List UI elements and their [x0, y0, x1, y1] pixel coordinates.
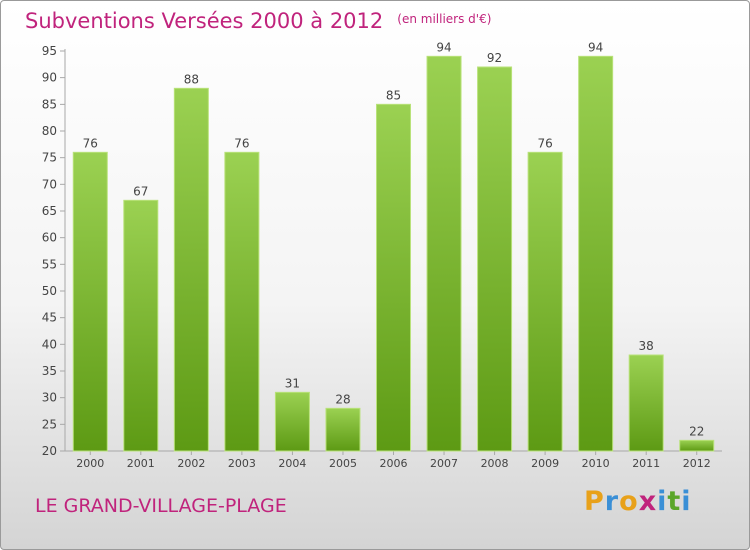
data-label: 28: [335, 392, 350, 406]
place-name: LE GRAND-VILLAGE-PLAGE: [35, 495, 287, 517]
bar: [72, 151, 108, 452]
title-row: Subventions Versées 2000 à 2012 (en milli…: [25, 9, 491, 33]
y-tick-label: 20: [42, 444, 57, 458]
data-label: 85: [386, 88, 401, 102]
data-label: 94: [588, 40, 603, 54]
y-tick-label: 90: [42, 71, 57, 85]
y-tick-label: 55: [42, 257, 57, 271]
data-labels: 76 67 88 76 31 28 85 94 92 76 94 38 22: [83, 40, 705, 438]
y-tick-label: 35: [42, 364, 57, 378]
bar: [325, 407, 361, 452]
bar: [477, 66, 513, 452]
bar: [123, 199, 159, 452]
x-tick-label: 2002: [177, 457, 205, 470]
y-tick-label: 75: [42, 151, 57, 165]
logo-letter: o: [619, 486, 639, 517]
y-tick-label: 65: [42, 204, 57, 218]
chart-unit: (en milliers d'€): [397, 12, 492, 26]
y-tick-label: 95: [42, 44, 57, 58]
bar: [578, 55, 614, 452]
data-label: 76: [234, 136, 249, 150]
bar: [426, 55, 462, 452]
data-label: 76: [537, 136, 552, 150]
y-tick-label: 45: [42, 311, 57, 325]
y-tick-label: 80: [42, 124, 57, 138]
x-tick-label: 2004: [278, 457, 306, 470]
logo-letter: i: [681, 486, 692, 517]
bar: [628, 354, 664, 452]
x-tick-label: 2005: [329, 457, 357, 470]
data-label: 92: [487, 51, 502, 65]
chart-title: Subventions Versées 2000 à 2012: [25, 9, 384, 33]
x-tick-label: 2000: [76, 457, 104, 470]
x-tick-label: 2008: [481, 457, 509, 470]
x-tick-label: 2010: [582, 457, 610, 470]
x-tick-label: 2007: [430, 457, 458, 470]
logo-letter: r: [604, 486, 620, 517]
y-tick-label: 25: [42, 417, 57, 431]
bars: [72, 55, 715, 452]
x-tick-label: 2011: [632, 457, 660, 470]
data-label: 88: [184, 72, 199, 86]
data-label: 76: [83, 136, 98, 150]
logo-letter: P: [584, 486, 605, 517]
y-tick-label: 60: [42, 231, 57, 245]
y-tick-label: 70: [42, 177, 57, 191]
axes: 20 25 30 35 40 45 50 55 60 65 70 75 80 85 90 95 2000 2001…: [42, 44, 722, 470]
data-label: 22: [689, 424, 704, 438]
y-tick-label: 30: [42, 391, 57, 405]
logo-letter: x: [638, 486, 658, 517]
y-tick-label: 40: [42, 337, 57, 351]
proxiti-logo: Proxiti: [584, 486, 692, 517]
bar: [679, 439, 715, 452]
x-tick-label: 2012: [683, 457, 711, 470]
logo-letter: i: [657, 486, 668, 517]
x-tick-label: 2009: [531, 457, 559, 470]
bar: [224, 151, 260, 452]
data-label: 31: [285, 376, 300, 390]
bar: [376, 103, 411, 452]
x-tick-label: 2001: [127, 457, 155, 470]
y-tick-label: 50: [42, 284, 57, 298]
data-label: 67: [133, 184, 148, 198]
bar: [274, 391, 310, 452]
bar: [173, 87, 209, 452]
bar: [527, 151, 563, 452]
x-tick-label: 2003: [228, 457, 256, 470]
y-tick-label: 85: [42, 97, 57, 111]
data-label: 38: [639, 339, 654, 353]
x-tick-label: 2006: [380, 457, 408, 470]
logo-letter: t: [667, 486, 682, 517]
data-label: 94: [436, 40, 451, 54]
